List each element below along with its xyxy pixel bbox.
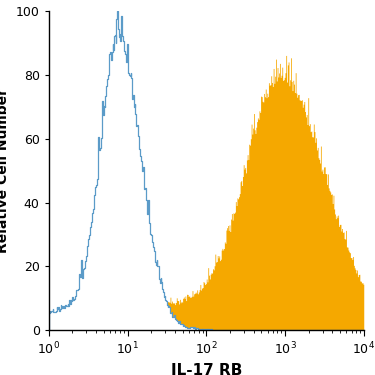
X-axis label: IL-17 RB: IL-17 RB (171, 363, 242, 375)
Y-axis label: Relative Cell Number: Relative Cell Number (0, 88, 10, 253)
